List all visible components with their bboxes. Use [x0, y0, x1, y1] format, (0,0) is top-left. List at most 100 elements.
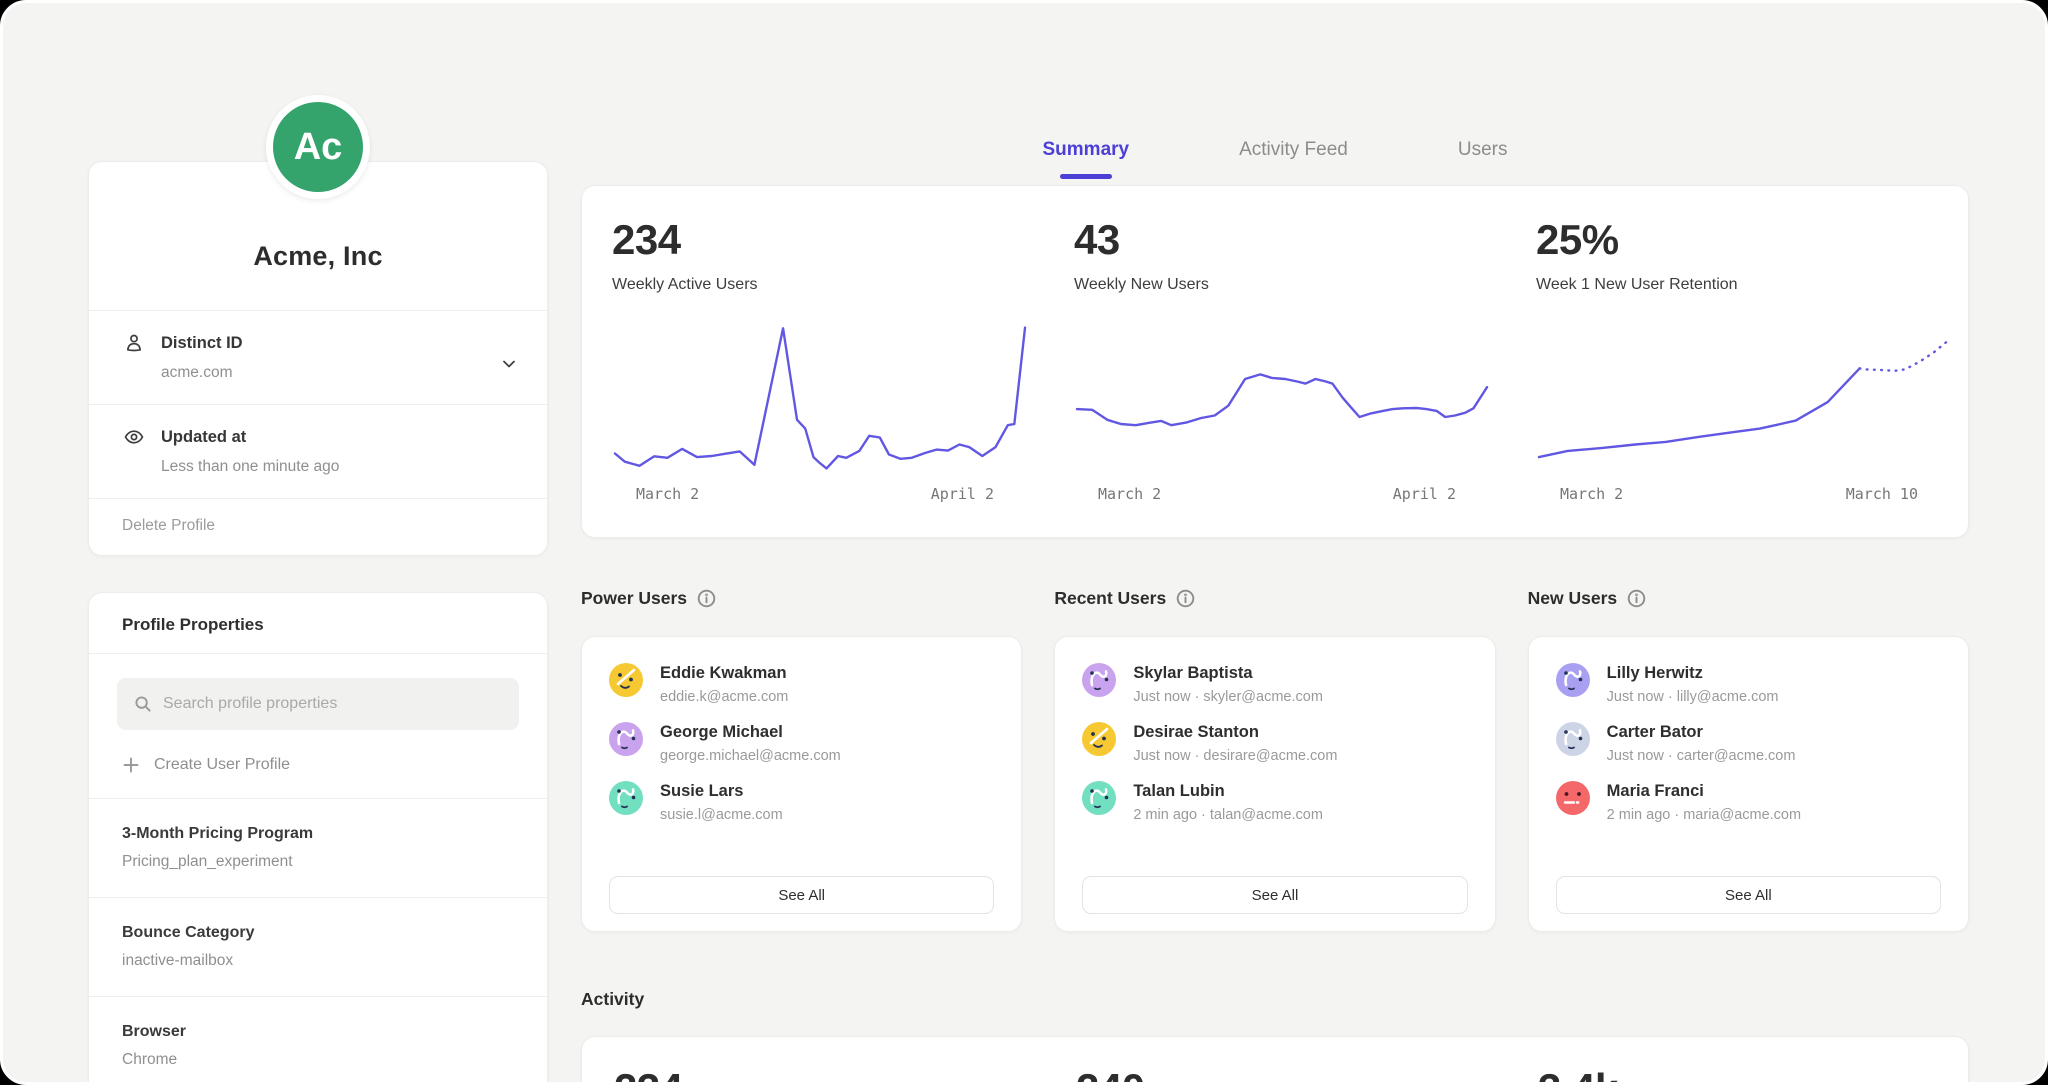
- user-name: Skylar Baptista: [1133, 664, 1253, 682]
- activity-stat: 240: [1076, 1065, 1490, 1082]
- field-row-updated-at: Updated at Less than one minute ago: [89, 405, 547, 498]
- divider: [89, 498, 547, 499]
- property-value: Pricing_plan_experiment: [122, 853, 293, 870]
- user-list: Eddie Kwakman eddie.k@acme.com George Mich…: [609, 663, 1006, 876]
- user-row[interactable]: Maria Franci 2 min ago · maria@acme.com: [1555, 781, 1953, 823]
- user-avatar: [1082, 663, 1117, 697]
- property-row[interactable]: Bounce Category inactive-mailbox: [89, 898, 547, 996]
- person-icon: [122, 331, 146, 355]
- user-name: Talan Lubin: [1133, 782, 1225, 800]
- field-row-distinct-id: Distinct ID acme.com: [89, 311, 547, 404]
- user-avatar: [609, 663, 643, 697]
- search-input[interactable]: [163, 695, 503, 713]
- user-row[interactable]: Carter Bator Just now · carter@acme.com: [1555, 722, 1953, 764]
- user-name: Desirae Stanton: [1133, 723, 1259, 741]
- delete-profile-row: Delete Profile: [89, 499, 547, 555]
- user-avatar: [1082, 722, 1117, 756]
- divider: [89, 798, 547, 799]
- eye-icon: [122, 425, 146, 449]
- activity-stat: 3.4k: [1538, 1065, 1952, 1082]
- profile-sidebar: Ac Acme, Inc Distinct ID acme.com: [88, 3, 548, 1082]
- axis-tick: March 2: [636, 485, 700, 503]
- chevron-down-icon[interactable]: [499, 354, 519, 374]
- section-power-users: Power Users Eddie Kwakman eddie.k@acme.co…: [581, 588, 1023, 932]
- property-name: Browser: [122, 1023, 187, 1040]
- see-all-button[interactable]: See All: [1082, 876, 1468, 914]
- info-icon[interactable]: [1627, 589, 1646, 608]
- tab-users[interactable]: Users: [1457, 139, 1508, 160]
- property-name: 3-Month Pricing Program: [122, 825, 314, 842]
- stat-value: 234: [612, 216, 681, 263]
- property-row[interactable]: Browser Chrome: [89, 997, 547, 1082]
- section-new-users: New Users Lilly Herwitz Just now · lilly@…: [1527, 588, 1969, 932]
- user-avatar: [1082, 781, 1117, 815]
- user-row[interactable]: Lilly Herwitz Just now · lilly@acme.com: [1555, 663, 1953, 705]
- property-row[interactable]: 3-Month Pricing Program Pricing_plan_exp…: [89, 799, 547, 897]
- create-user-profile-label: Create User Profile: [154, 756, 291, 773]
- user-avatar: [1555, 722, 1590, 756]
- profile-card: Acme, Inc Distinct ID acme.com: [88, 161, 548, 556]
- axis-tick: April 2: [1392, 485, 1456, 503]
- create-user-profile-button[interactable]: Create User Profile: [89, 730, 547, 798]
- info-icon[interactable]: [697, 589, 716, 608]
- user-row[interactable]: Susie Lars susie.l@acme.com: [609, 781, 1006, 823]
- user-secondary: susie.l@acme.com: [660, 807, 783, 823]
- divider: [89, 653, 547, 654]
- user-row[interactable]: Talan Lubin 2 min ago · talan@acme.com: [1082, 781, 1479, 823]
- property-value: inactive-mailbox: [122, 952, 234, 969]
- line-chart: [1536, 318, 1952, 483]
- section-title: Recent Users: [1054, 588, 1167, 608]
- user-secondary: 2 min ago · maria@acme.com: [1606, 807, 1802, 823]
- section-title: New Users: [1527, 588, 1618, 608]
- user-row[interactable]: George Michael george.michael@acme.com: [609, 722, 1006, 764]
- user-secondary: Just now · desirare@acme.com: [1133, 748, 1338, 764]
- stat-value: 25%: [1536, 216, 1619, 263]
- divider: [89, 404, 547, 405]
- tab-bar: Summary Activity Feed Users: [581, 3, 1969, 185]
- stat-label: Weekly New Users: [1074, 276, 1209, 293]
- user-list: Skylar Baptista Just now · skyler@acme.co…: [1082, 663, 1479, 876]
- user-row[interactable]: Skylar Baptista Just now · skyler@acme.co…: [1082, 663, 1479, 705]
- delete-profile-button[interactable]: Delete Profile: [122, 517, 216, 534]
- user-row[interactable]: Desirae Stanton Just now · desirare@acme.…: [1082, 722, 1479, 764]
- property-name: Bounce Category: [122, 924, 255, 941]
- user-secondary: Just now · skyler@acme.com: [1133, 689, 1323, 705]
- profile-name-block: Acme, Inc: [89, 162, 547, 310]
- tab-activity-feed[interactable]: Activity Feed: [1239, 139, 1348, 160]
- section-recent-users: Recent Users Skylar Baptista Just now · s…: [1054, 588, 1496, 932]
- info-icon[interactable]: [1176, 589, 1195, 608]
- section-title: Power Users: [581, 588, 688, 608]
- x-axis-labels: March 2 April 2: [1074, 483, 1490, 503]
- profile-properties-search[interactable]: [117, 678, 519, 730]
- profile-properties-title: Profile Properties: [122, 615, 264, 634]
- divider: [89, 310, 547, 311]
- stat-column-weekly-active-users: 234 Weekly Active Users March 2 April 2: [582, 186, 1044, 537]
- see-all-button[interactable]: See All: [1555, 876, 1941, 914]
- property-value: Chrome: [122, 1051, 178, 1068]
- user-row[interactable]: Eddie Kwakman eddie.k@acme.com: [609, 663, 1006, 705]
- x-axis-labels: March 2 April 2: [612, 483, 1028, 503]
- tab-summary[interactable]: Summary: [1043, 139, 1130, 185]
- activity-stat: 234: [614, 1065, 1028, 1082]
- user-secondary: george.michael@acme.com: [660, 748, 841, 764]
- user-avatar: [609, 722, 643, 756]
- line-chart: [612, 318, 1028, 483]
- see-all-button[interactable]: See All: [609, 876, 995, 914]
- axis-tick: April 2: [930, 485, 994, 503]
- main-content: Summary Activity Feed Users 234 Weekly A…: [581, 3, 1969, 1082]
- activity-title: Activity: [581, 989, 645, 1009]
- user-secondary: eddie.k@acme.com: [660, 689, 789, 705]
- user-avatar: [609, 781, 643, 815]
- user-secondary: 2 min ago · talan@acme.com: [1133, 807, 1323, 823]
- plus-icon: [122, 756, 140, 774]
- profile-name: Acme, Inc: [253, 241, 383, 271]
- field-label: Updated at: [161, 427, 247, 446]
- x-axis-labels: March 2 March 10: [1536, 483, 1952, 503]
- axis-tick: March 2: [1560, 485, 1624, 503]
- stat-label: Week 1 New User Retention: [1536, 276, 1738, 293]
- stat-value: 43: [1074, 216, 1120, 263]
- activity-card: 234 240 3.4k: [581, 1036, 1969, 1082]
- field-value: acme.com: [161, 364, 233, 381]
- user-card: Lilly Herwitz Just now · lilly@acme.com Ca…: [1527, 636, 1969, 932]
- avatar: Ac: [266, 95, 370, 199]
